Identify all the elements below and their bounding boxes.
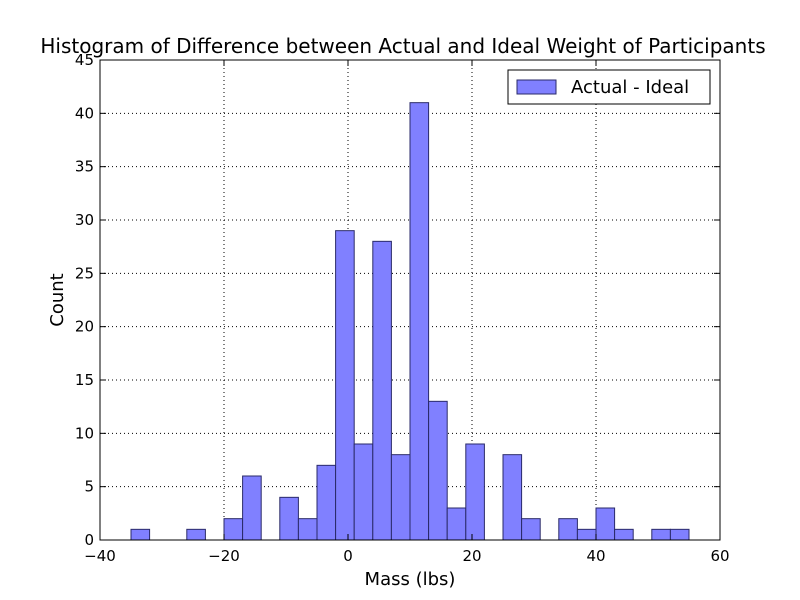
- histogram-bar: [651, 528, 671, 541]
- chart-title: Histogram of Difference between Actual a…: [40, 34, 765, 58]
- histogram-bar: [372, 240, 392, 541]
- histogram-bar: [614, 528, 634, 541]
- y-tick-label: 30: [75, 211, 94, 229]
- y-tick-label: 40: [75, 104, 94, 122]
- histogram-bar: [558, 518, 578, 541]
- histogram-bar: [186, 528, 206, 541]
- y-tick-label: 0: [84, 531, 94, 549]
- histogram-bars: [130, 102, 690, 541]
- histogram-bar: [576, 528, 597, 541]
- x-tick-label: −40: [84, 547, 116, 565]
- histogram-bar: [595, 507, 616, 541]
- y-tick-label: 5: [84, 478, 94, 496]
- x-tick-label: 40: [586, 547, 605, 565]
- legend-label: Actual - Ideal: [571, 77, 689, 98]
- histogram-bar: [390, 454, 411, 541]
- y-axis-title: Count: [47, 273, 68, 326]
- histogram-bar: [669, 528, 690, 541]
- y-tick-label: 45: [75, 51, 94, 69]
- plot-frame: [99, 59, 721, 541]
- histogram-bar: [297, 518, 318, 541]
- histogram-bar: [502, 454, 523, 541]
- histogram-bar: [465, 443, 485, 541]
- histogram-bar: [242, 475, 262, 541]
- y-tick-label: 15: [75, 371, 94, 389]
- x-tick-label: −20: [208, 547, 240, 565]
- histogram-bar: [279, 496, 299, 541]
- x-tick-label: 0: [343, 547, 353, 565]
- y-tick-label: 10: [75, 424, 94, 442]
- histogram-bar: [446, 507, 467, 541]
- axis-ticks: −40 −20 0 20 40 60 0 5 10 15 20 25 30 35 40 45: [75, 51, 730, 565]
- y-tick-label: 25: [75, 264, 94, 282]
- histogram-bar: [316, 464, 337, 541]
- x-axis-title: Mass (lbs): [365, 569, 456, 590]
- histogram-bar: [353, 443, 374, 541]
- histogram-bar: [335, 230, 355, 541]
- x-tick-label: 60: [710, 547, 729, 565]
- histogram-bar: [521, 518, 541, 541]
- histogram-bar: [428, 400, 448, 541]
- x-tick-label: 20: [462, 547, 481, 565]
- histogram-bar: [223, 518, 244, 541]
- y-tick-label: 20: [75, 318, 94, 336]
- histogram-bar: [130, 528, 151, 541]
- legend-swatch: [516, 79, 557, 95]
- legend: Actual - Ideal: [507, 69, 711, 105]
- histogram-bar: [409, 102, 430, 541]
- y-tick-label: 35: [75, 158, 94, 176]
